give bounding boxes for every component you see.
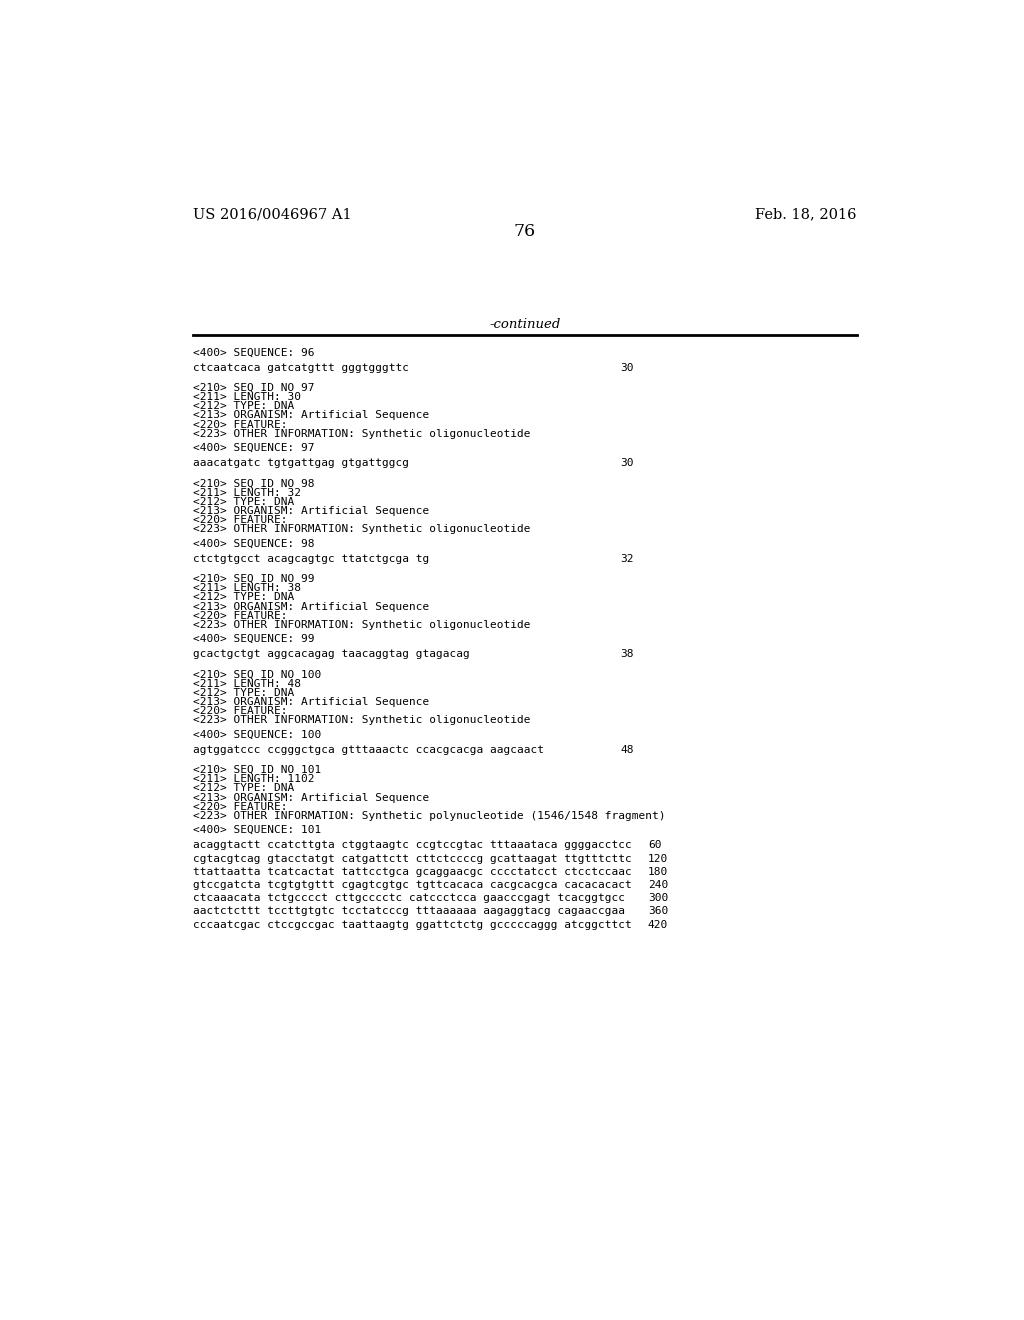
Text: -continued: -continued <box>489 318 560 331</box>
Text: gtccgatcta tcgtgtgttt cgagtcgtgc tgttcacaca cacgcacgca cacacacact: gtccgatcta tcgtgtgttt cgagtcgtgc tgttcac… <box>194 880 632 890</box>
Text: <210> SEQ ID NO 98: <210> SEQ ID NO 98 <box>194 479 314 488</box>
Text: <211> LENGTH: 1102: <211> LENGTH: 1102 <box>194 775 314 784</box>
Text: acaggtactt ccatcttgta ctggtaagtc ccgtccgtac tttaaataca ggggacctcc: acaggtactt ccatcttgta ctggtaagtc ccgtccg… <box>194 841 632 850</box>
Text: 32: 32 <box>620 554 634 564</box>
Text: <220> FEATURE:: <220> FEATURE: <box>194 611 288 620</box>
Text: <223> OTHER INFORMATION: Synthetic oligonucleotide: <223> OTHER INFORMATION: Synthetic oligo… <box>194 620 530 630</box>
Text: <400> SEQUENCE: 101: <400> SEQUENCE: 101 <box>194 825 322 836</box>
Text: ctcaatcaca gatcatgttt gggtgggttc: ctcaatcaca gatcatgttt gggtgggttc <box>194 363 409 372</box>
Text: 48: 48 <box>620 744 634 755</box>
Text: 360: 360 <box>648 907 668 916</box>
Text: Feb. 18, 2016: Feb. 18, 2016 <box>755 207 856 222</box>
Text: 240: 240 <box>648 880 668 890</box>
Text: <211> LENGTH: 32: <211> LENGTH: 32 <box>194 487 301 498</box>
Text: cgtacgtcag gtacctatgt catgattctt cttctccccg gcattaagat ttgtttcttc: cgtacgtcag gtacctatgt catgattctt cttctcc… <box>194 854 632 863</box>
Text: 420: 420 <box>648 920 668 929</box>
Text: <210> SEQ ID NO 97: <210> SEQ ID NO 97 <box>194 383 314 393</box>
Text: 300: 300 <box>648 894 668 903</box>
Text: ctcaaacata tctgcccct cttgcccctc catccctcca gaacccgagt tcacggtgcc: ctcaaacata tctgcccct cttgcccctc catccctc… <box>194 894 625 903</box>
Text: <211> LENGTH: 30: <211> LENGTH: 30 <box>194 392 301 403</box>
Text: 38: 38 <box>620 649 634 659</box>
Text: <212> TYPE: DNA: <212> TYPE: DNA <box>194 688 294 698</box>
Text: <211> LENGTH: 38: <211> LENGTH: 38 <box>194 583 301 593</box>
Text: ctctgtgcct acagcagtgc ttatctgcga tg: ctctgtgcct acagcagtgc ttatctgcga tg <box>194 554 429 564</box>
Text: <400> SEQUENCE: 96: <400> SEQUENCE: 96 <box>194 347 314 358</box>
Text: <210> SEQ ID NO 99: <210> SEQ ID NO 99 <box>194 574 314 585</box>
Text: <223> OTHER INFORMATION: Synthetic polynucleotide (1546/1548 fragment): <223> OTHER INFORMATION: Synthetic polyn… <box>194 810 666 821</box>
Text: 30: 30 <box>620 458 634 469</box>
Text: <223> OTHER INFORMATION: Synthetic oligonucleotide: <223> OTHER INFORMATION: Synthetic oligo… <box>194 429 530 438</box>
Text: agtggatccc ccgggctgca gtttaaactc ccacgcacga aagcaact: agtggatccc ccgggctgca gtttaaactc ccacgca… <box>194 744 544 755</box>
Text: <223> OTHER INFORMATION: Synthetic oligonucleotide: <223> OTHER INFORMATION: Synthetic oligo… <box>194 524 530 535</box>
Text: 30: 30 <box>620 363 634 372</box>
Text: <223> OTHER INFORMATION: Synthetic oligonucleotide: <223> OTHER INFORMATION: Synthetic oligo… <box>194 715 530 726</box>
Text: <213> ORGANISM: Artificial Sequence: <213> ORGANISM: Artificial Sequence <box>194 506 429 516</box>
Text: <210> SEQ ID NO 100: <210> SEQ ID NO 100 <box>194 669 322 680</box>
Text: <212> TYPE: DNA: <212> TYPE: DNA <box>194 784 294 793</box>
Text: <220> FEATURE:: <220> FEATURE: <box>194 706 288 717</box>
Text: aaacatgatc tgtgattgag gtgattggcg: aaacatgatc tgtgattgag gtgattggcg <box>194 458 409 469</box>
Text: <213> ORGANISM: Artificial Sequence: <213> ORGANISM: Artificial Sequence <box>194 602 429 611</box>
Text: <213> ORGANISM: Artificial Sequence: <213> ORGANISM: Artificial Sequence <box>194 697 429 708</box>
Text: cccaatcgac ctccgccgac taattaagtg ggattctctg gcccccaggg atcggcttct: cccaatcgac ctccgccgac taattaagtg ggattct… <box>194 920 632 929</box>
Text: <400> SEQUENCE: 97: <400> SEQUENCE: 97 <box>194 444 314 453</box>
Text: 120: 120 <box>648 854 668 863</box>
Text: <220> FEATURE:: <220> FEATURE: <box>194 801 288 812</box>
Text: <220> FEATURE:: <220> FEATURE: <box>194 420 288 429</box>
Text: <400> SEQUENCE: 100: <400> SEQUENCE: 100 <box>194 730 322 739</box>
Text: <212> TYPE: DNA: <212> TYPE: DNA <box>194 401 294 412</box>
Text: <213> ORGANISM: Artificial Sequence: <213> ORGANISM: Artificial Sequence <box>194 411 429 421</box>
Text: <213> ORGANISM: Artificial Sequence: <213> ORGANISM: Artificial Sequence <box>194 792 429 803</box>
Text: <211> LENGTH: 48: <211> LENGTH: 48 <box>194 678 301 689</box>
Text: <400> SEQUENCE: 98: <400> SEQUENCE: 98 <box>194 539 314 549</box>
Text: aactctcttt tccttgtgtc tcctatcccg tttaaaaaa aagaggtacg cagaaccgaa: aactctcttt tccttgtgtc tcctatcccg tttaaaa… <box>194 907 625 916</box>
Text: <212> TYPE: DNA: <212> TYPE: DNA <box>194 496 294 507</box>
Text: 180: 180 <box>648 867 668 876</box>
Text: US 2016/0046967 A1: US 2016/0046967 A1 <box>194 207 351 222</box>
Text: 76: 76 <box>514 223 536 240</box>
Text: <400> SEQUENCE: 99: <400> SEQUENCE: 99 <box>194 634 314 644</box>
Text: <210> SEQ ID NO 101: <210> SEQ ID NO 101 <box>194 766 322 775</box>
Text: 60: 60 <box>648 841 662 850</box>
Text: <212> TYPE: DNA: <212> TYPE: DNA <box>194 593 294 602</box>
Text: <220> FEATURE:: <220> FEATURE: <box>194 515 288 525</box>
Text: ttattaatta tcatcactat tattcctgca gcaggaacgc cccctatcct ctcctccaac: ttattaatta tcatcactat tattcctgca gcaggaa… <box>194 867 632 876</box>
Text: gcactgctgt aggcacagag taacaggtag gtagacag: gcactgctgt aggcacagag taacaggtag gtagaca… <box>194 649 470 659</box>
